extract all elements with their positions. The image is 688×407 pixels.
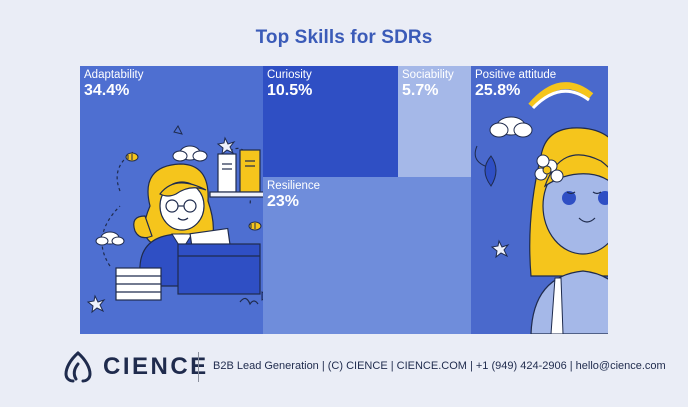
woman-with-paperwork-illustration [86,125,263,314]
tile-adaptability: Adaptability 34.4% [80,66,263,334]
tile-label: Sociability [402,69,454,81]
tile-curiosity: Curiosity 10.5% [263,66,398,177]
cience-logo-icon [64,351,92,383]
tile-label: Positive attitude [475,69,557,81]
chart-title: Top Skills for SDRs [255,27,433,48]
tile-value: 10.5% [267,82,313,99]
footer-divider [198,352,199,382]
tile-resilience: Resilience 23% [263,177,471,334]
footer-contact: B2B Lead Generation | (C) CIENCE | CIENC… [213,360,666,372]
treemap-chart: Adaptability 34.4% Curiosity 10.5% Socia… [80,66,608,334]
tile-label: Adaptability [84,69,144,81]
brand-name: CIENCE [103,353,209,380]
tile-label: Curiosity [267,69,312,81]
tile-value: 34.4% [84,82,130,99]
tile-value: 5.7% [402,82,439,99]
tile-sociability: Sociability 5.7% [398,66,471,177]
tile-value: 25.8% [475,82,521,99]
tile-positive-attitude: Positive attitude 25.8% [471,66,608,334]
smiling-woman-with-flower-illustration [474,82,608,334]
tile-label: Resilience [267,180,321,192]
tile-value: 23% [267,193,300,210]
